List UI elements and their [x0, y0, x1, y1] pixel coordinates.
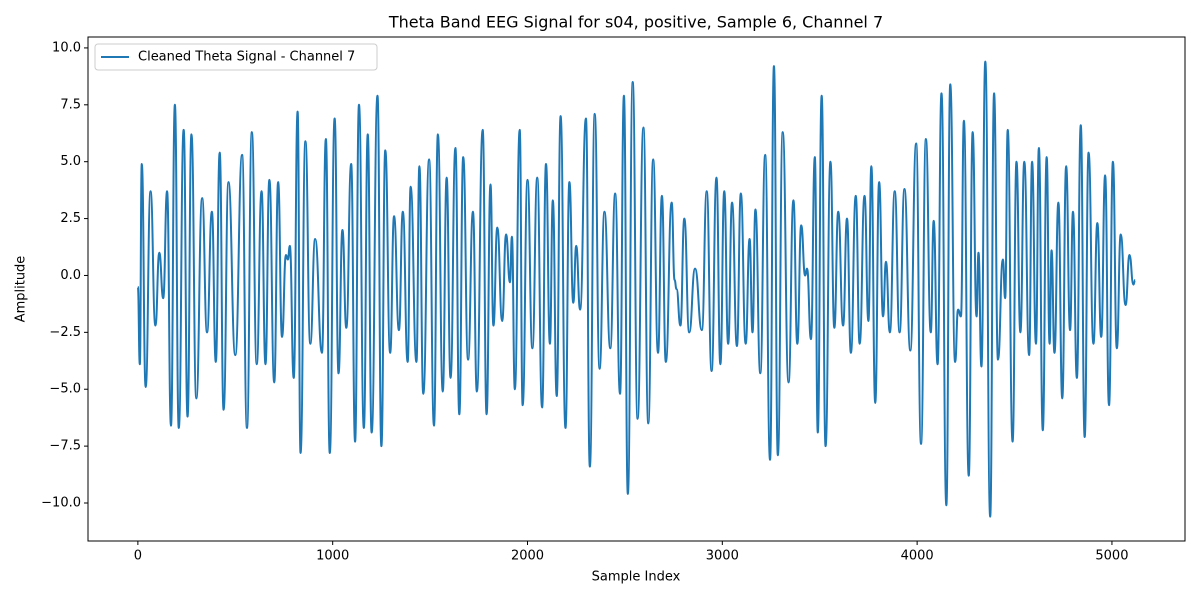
y-tick-label: 0.0	[60, 268, 81, 283]
signal-line	[136, 60, 1136, 518]
x-tick-label: 5000	[1095, 549, 1128, 564]
y-tick-label: 2.5	[60, 211, 81, 226]
y-tick-label: −2.5	[49, 325, 81, 340]
x-tick-label: 2000	[511, 549, 544, 564]
x-tick-label: 3000	[706, 549, 739, 564]
y-tick-label: −7.5	[49, 439, 81, 454]
chart-title: Theta Band EEG Signal for s04, positive,…	[388, 13, 883, 32]
y-axis-label: Amplitude	[14, 256, 29, 323]
y-tick-label: 7.5	[60, 97, 81, 112]
y-tick-label: −10.0	[41, 496, 81, 511]
plot-frame	[87, 36, 1186, 542]
x-axis-label: Sample Index	[592, 570, 681, 585]
y-tick-label: 10.0	[52, 40, 81, 55]
y-tick-label: 5.0	[60, 154, 81, 169]
x-tick-label: 1000	[316, 549, 349, 564]
x-tick-label: 0	[134, 549, 142, 564]
y-tick-label: −5.0	[49, 382, 81, 397]
x-tick-label: 4000	[901, 549, 934, 564]
legend-label: Cleaned Theta Signal - Channel 7	[138, 50, 355, 65]
legend-box	[94, 43, 378, 71]
